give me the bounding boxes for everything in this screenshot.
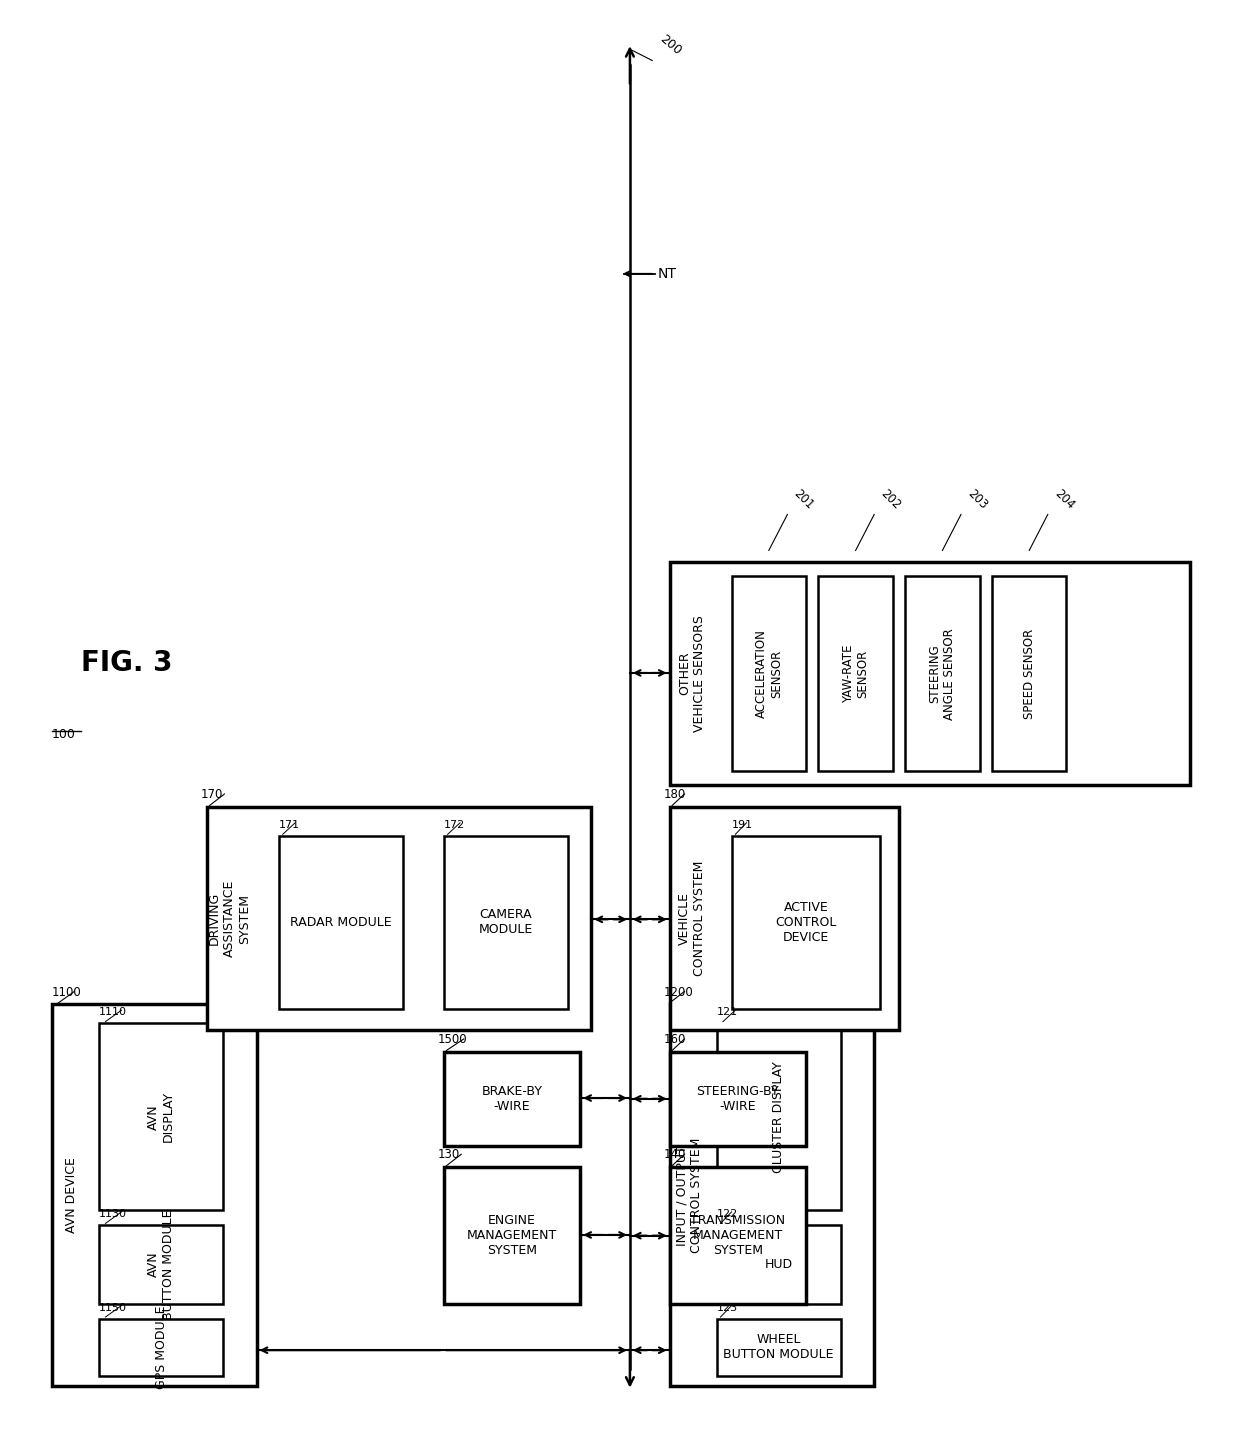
Text: FIG. 3: FIG. 3 xyxy=(81,648,172,677)
Text: 200: 200 xyxy=(657,32,683,58)
Text: BRAKE-BY
-WIRE: BRAKE-BY -WIRE xyxy=(481,1085,543,1112)
Text: DRIVING
ASSISTANCE
SYSTEM: DRIVING ASSISTANCE SYSTEM xyxy=(208,880,250,957)
Text: HUD: HUD xyxy=(765,1258,792,1271)
Text: 172: 172 xyxy=(444,820,465,830)
Text: 121: 121 xyxy=(717,1007,738,1017)
Bar xyxy=(717,1225,841,1304)
Text: INPUT / OUTPUT
CONTROL SYSTEM: INPUT / OUTPUT CONTROL SYSTEM xyxy=(676,1137,703,1254)
Bar xyxy=(99,1319,223,1376)
Bar xyxy=(52,1004,257,1386)
Text: 202: 202 xyxy=(878,487,903,512)
Bar xyxy=(279,836,403,1009)
Bar xyxy=(992,576,1066,771)
Text: 130: 130 xyxy=(438,1148,460,1161)
Text: NT: NT xyxy=(657,267,676,281)
Text: CLUSTER DISPLAY: CLUSTER DISPLAY xyxy=(773,1061,785,1173)
Text: WHEEL
BUTTON MODULE: WHEEL BUTTON MODULE xyxy=(723,1333,835,1362)
Text: RADAR MODULE: RADAR MODULE xyxy=(290,915,392,929)
Text: 122: 122 xyxy=(717,1209,738,1219)
Text: 160: 160 xyxy=(663,1033,686,1046)
Text: TRANSMISSION
MANAGEMENT
SYSTEM: TRANSMISSION MANAGEMENT SYSTEM xyxy=(691,1215,785,1257)
Text: OTHER
VEHICLE SENSORS: OTHER VEHICLE SENSORS xyxy=(678,615,706,732)
Text: STEERING
ANGLE SENSOR: STEERING ANGLE SENSOR xyxy=(929,628,956,719)
Text: VEHICLE
CONTROL SYSTEM: VEHICLE CONTROL SYSTEM xyxy=(678,860,706,977)
Bar xyxy=(444,1052,580,1146)
Text: 140: 140 xyxy=(663,1148,686,1161)
Text: 191: 191 xyxy=(732,820,753,830)
Text: 1130: 1130 xyxy=(99,1209,128,1219)
Text: 1500: 1500 xyxy=(438,1033,467,1046)
Text: 201: 201 xyxy=(791,487,816,512)
Text: GPS MODULE: GPS MODULE xyxy=(155,1306,167,1389)
Text: 1200: 1200 xyxy=(663,986,693,999)
Text: ACCELERATION
SENSOR: ACCELERATION SENSOR xyxy=(755,630,782,718)
Text: AVN DEVICE: AVN DEVICE xyxy=(66,1157,78,1233)
Bar xyxy=(905,576,980,771)
Bar xyxy=(670,1004,874,1386)
Bar xyxy=(717,1319,841,1376)
Bar xyxy=(717,1023,841,1210)
Text: 123: 123 xyxy=(717,1303,738,1313)
Bar xyxy=(670,1167,806,1304)
Text: 203: 203 xyxy=(965,487,990,512)
Text: AVN
BUTTON MODULE: AVN BUTTON MODULE xyxy=(148,1209,175,1320)
Bar xyxy=(670,1052,806,1146)
Text: 170: 170 xyxy=(201,788,223,801)
Bar xyxy=(670,807,899,1030)
Text: 1110: 1110 xyxy=(99,1007,128,1017)
Text: 1100: 1100 xyxy=(52,986,82,999)
Text: 180: 180 xyxy=(663,788,686,801)
Bar xyxy=(732,576,806,771)
Text: STEERING-BY
-WIRE: STEERING-BY -WIRE xyxy=(697,1085,779,1112)
Bar xyxy=(818,576,893,771)
Text: ENGINE
MANAGEMENT
SYSTEM: ENGINE MANAGEMENT SYSTEM xyxy=(467,1215,557,1257)
Text: SPEED SENSOR: SPEED SENSOR xyxy=(1023,628,1035,719)
Text: 171: 171 xyxy=(279,820,300,830)
Bar xyxy=(99,1225,223,1304)
Text: YAW-RATE
SENSOR: YAW-RATE SENSOR xyxy=(842,644,869,703)
Text: AVN
DISPLAY: AVN DISPLAY xyxy=(148,1091,175,1143)
Bar xyxy=(444,1167,580,1304)
Bar xyxy=(99,1023,223,1210)
Bar xyxy=(207,807,591,1030)
Text: ACTIVE
CONTROL
DEVICE: ACTIVE CONTROL DEVICE xyxy=(775,901,837,944)
Bar xyxy=(444,836,568,1009)
Bar xyxy=(670,562,1190,785)
Bar xyxy=(732,836,880,1009)
Text: 204: 204 xyxy=(1052,487,1076,512)
Text: CAMERA
MODULE: CAMERA MODULE xyxy=(479,908,533,937)
Text: 1150: 1150 xyxy=(99,1303,128,1313)
Text: 100: 100 xyxy=(52,728,76,741)
